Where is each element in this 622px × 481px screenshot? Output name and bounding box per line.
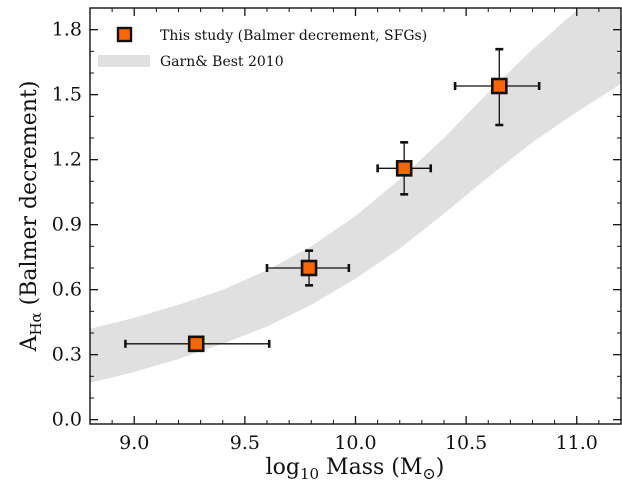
data-point-0 — [187, 335, 205, 353]
y-axis-title-subscript: Hα — [27, 312, 45, 335]
x-tick-label-2: 10.0 — [334, 432, 376, 454]
legend-label-garn-best: Garn& Best 2010 — [160, 54, 284, 70]
x-axis-title-subscript: 10 — [300, 465, 319, 481]
garn-best-band — [90, 8, 621, 383]
y-tick-label-4: 1.2 — [52, 149, 82, 171]
band-layer — [90, 8, 621, 383]
x-axis-title: log10 Mass (M⊙) — [266, 455, 445, 481]
data-point-3 — [491, 77, 508, 95]
legend: This study (Balmer decrement, SFGs) Garn… — [98, 26, 427, 70]
data-point-2 — [395, 160, 413, 177]
x-tick-label-4: 11.0 — [556, 432, 598, 454]
x-tick-label-1: 9.5 — [230, 432, 260, 454]
y-tick-label-1: 0.3 — [52, 344, 82, 366]
x-axis-title-main: log — [266, 455, 300, 480]
y-tick-label-0: 0.0 — [52, 409, 82, 431]
legend-swatch-garn-best — [98, 55, 150, 67]
data-point-1 — [300, 259, 318, 277]
legend-label-this-study: This study (Balmer decrement, SFGs) — [160, 28, 427, 44]
y-axis-title-main: A — [17, 334, 42, 352]
y-tick-label-2: 0.6 — [52, 279, 82, 301]
point-layer — [187, 77, 508, 353]
y-tick-label-6: 1.8 — [52, 19, 82, 41]
y-axis-title: AHα (Balmer decrement) — [17, 81, 45, 353]
x-tick-label-0: 9.0 — [119, 432, 149, 454]
x-axis-title-sun-subscript: ⊙ — [422, 464, 435, 481]
x-axis-title-close: ) — [436, 455, 445, 480]
tick-layer: 9.0 9.5 10.0 10.5 11.0 0.0 0.3 0.6 0.9 1.2 1.5 1.8 — [52, 8, 622, 454]
y-tick-label-5: 1.5 — [52, 84, 82, 106]
x-axis-title-rest: Mass (M — [319, 455, 422, 480]
y-axis-title-rest: (Balmer decrement) — [17, 81, 42, 313]
x-tick-label-3: 10.5 — [445, 432, 487, 454]
legend-marker-this-study — [116, 26, 133, 43]
y-tick-label-3: 0.9 — [52, 214, 82, 236]
